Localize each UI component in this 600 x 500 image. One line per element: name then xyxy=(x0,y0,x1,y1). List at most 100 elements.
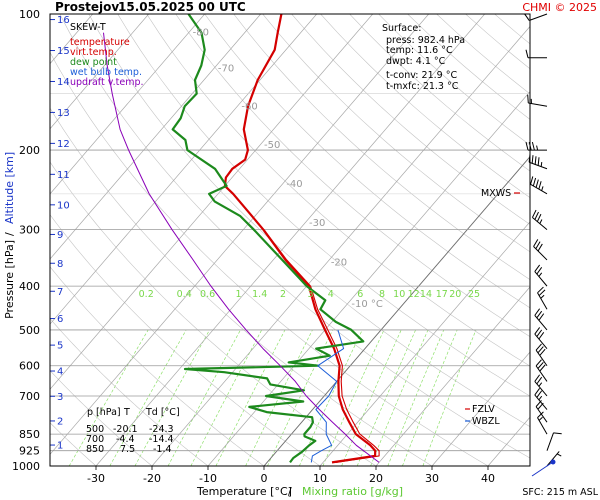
wind-barb-flag xyxy=(531,209,537,218)
wind-barb xyxy=(537,286,548,310)
pressure-tick-label: 100 xyxy=(19,8,40,21)
isotherm-line xyxy=(50,14,149,130)
table-row-td: -1.4 xyxy=(153,444,172,455)
wind-barb-flag xyxy=(538,332,545,340)
wind-barb xyxy=(534,264,548,287)
temperature-curve xyxy=(223,14,377,464)
mixing-ratio-line xyxy=(341,329,402,466)
wind-barb-flag xyxy=(532,177,537,187)
wind-barb-flag xyxy=(535,359,542,367)
copyright-text: CHMI © 2025 xyxy=(522,1,597,14)
y-axis-label-separator: / xyxy=(3,232,16,236)
mixing-ratio-label: 8 xyxy=(379,289,385,300)
wind-barb xyxy=(537,411,548,435)
isotherm-line xyxy=(151,25,530,466)
altitude-tick-label: 9 xyxy=(57,230,63,241)
level-table: p [hPa] T Td [°C] 500 -20.1 -24.3 700 -4… xyxy=(86,407,180,455)
altitude-tick-label: 7 xyxy=(57,287,63,298)
surface-wind-arrow xyxy=(531,461,554,477)
wind-barb xyxy=(546,432,562,451)
wind-barb xyxy=(533,239,548,261)
altitude-tick-label: 1 xyxy=(57,441,63,452)
table-header-t: T xyxy=(123,407,130,418)
table-row-p: 850 xyxy=(86,444,104,455)
isotherm-label: -80 xyxy=(193,28,209,39)
wind-barb-half-flag xyxy=(538,272,543,277)
freezing-isotherm xyxy=(263,156,530,466)
table-row-td: -24.3 xyxy=(149,424,174,435)
table-header-td: Td [°C] xyxy=(145,407,180,418)
mixing-ratio-label: 0.2 xyxy=(139,289,154,300)
wind-barb-flag xyxy=(537,361,544,369)
wind-barb xyxy=(534,388,548,410)
wind-barb-flag xyxy=(534,156,537,165)
wind-barb-flag xyxy=(536,213,542,222)
table-row-t: 7.5 xyxy=(120,444,135,455)
wind-barb-flag xyxy=(536,267,543,275)
wind-barb-flag xyxy=(534,388,541,396)
mixing-ratio-label: 2 xyxy=(280,289,286,300)
wind-barb-flag xyxy=(536,329,543,337)
wind-barb-flag xyxy=(525,141,529,151)
mixing-ratio-line xyxy=(422,329,477,466)
wind-barb-half-flag xyxy=(540,162,543,167)
mixing-ratio-label: 3 xyxy=(307,289,313,300)
isotherm-label: -50 xyxy=(264,140,280,151)
wind-barb-flag xyxy=(538,289,546,296)
wind-barb-half-flag xyxy=(541,186,544,191)
mixing-ratio-label: 6 xyxy=(357,289,363,300)
table-row-t: -20.1 xyxy=(113,424,138,435)
wind-barb-flag xyxy=(527,94,529,103)
isotherm-line xyxy=(319,221,530,466)
pressure-tick-label: 700 xyxy=(19,390,40,403)
surface-elevation: SFC: 215 m ASL xyxy=(522,487,598,498)
wind-barb-half-flag xyxy=(539,219,543,224)
altitude-tick-label: 15 xyxy=(57,46,70,57)
wind-barb xyxy=(535,359,548,382)
wet-bulb-temp-curve xyxy=(310,329,345,463)
wind-barb-flag xyxy=(535,400,542,407)
wind-barb-half-flag xyxy=(540,294,545,299)
wind-barb-flag xyxy=(531,141,535,151)
wind-barb xyxy=(530,176,548,195)
dew-point-curve xyxy=(171,14,365,464)
surface-tconv: t-conv: 21.9 °C xyxy=(386,70,457,81)
mixing-ratio-label: 14 xyxy=(420,289,432,300)
legend-updraft: updraft v.temp. xyxy=(70,77,144,88)
isotherm-line xyxy=(50,14,205,195)
y-axis-title: Pressure [hPa] / Altitude [km] xyxy=(3,152,16,319)
wind-barb-flag xyxy=(537,157,540,166)
temperature-tick-label: -30 xyxy=(87,472,105,485)
mixing-ratio-label: 4 xyxy=(328,289,334,300)
surface-tmxfc: t-mxfc: 21.3 °C xyxy=(386,81,459,92)
wind-barb-flag xyxy=(533,239,539,247)
wind-barb xyxy=(534,308,548,331)
x-axis-label-mixing-ratio: Mixing ratio [g/kg] xyxy=(302,485,403,498)
pressure-tick-label: 200 xyxy=(19,144,40,157)
mixing-ratio-line xyxy=(356,329,416,466)
isotherm-label: -30 xyxy=(309,218,325,229)
surface-info: Surface: press: 982.4 hPa temp: 11.6 °C … xyxy=(382,23,465,92)
table-header-p: p [hPa] xyxy=(87,407,121,418)
wind-barb-flag xyxy=(537,243,543,252)
wind-barb-flag xyxy=(534,264,541,272)
mixing-ratio-line xyxy=(299,329,363,466)
series-layer xyxy=(103,14,380,464)
wind-barb-flag xyxy=(534,374,541,382)
isotherm-label: -40 xyxy=(286,179,302,190)
altitude-tick-label: 14 xyxy=(57,77,70,88)
wind-barb-flag xyxy=(537,411,544,419)
fzlv-label: FZLV xyxy=(472,404,495,415)
wind-barb-flag xyxy=(539,364,546,372)
surface-heading: Surface: xyxy=(382,23,421,34)
wind-barb xyxy=(524,13,548,21)
mixing-ratio-label: 10 xyxy=(393,289,405,300)
altitude-tick-label: 2 xyxy=(57,416,63,427)
pressure-tick-label: 1000 xyxy=(12,460,40,473)
mixing-ratio-line xyxy=(267,329,334,466)
altitude-tick-label: 4 xyxy=(57,367,63,378)
wind-barb-flag xyxy=(536,310,543,319)
altitude-tick-label: 16 xyxy=(57,15,70,26)
wind-barb-flag xyxy=(524,13,530,21)
